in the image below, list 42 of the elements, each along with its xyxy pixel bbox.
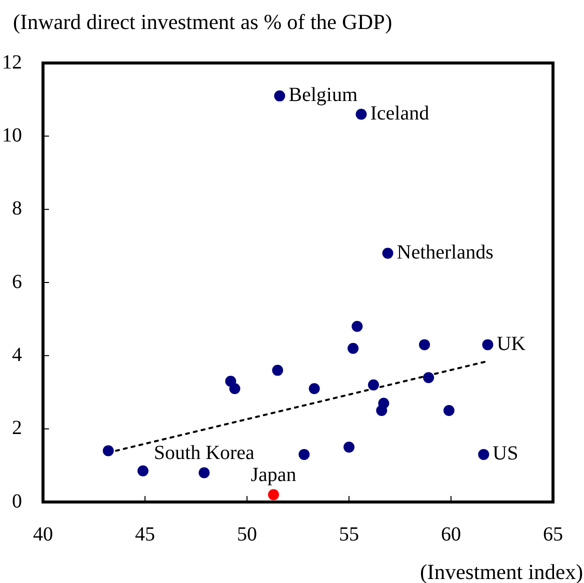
point [137,465,148,476]
point [352,320,363,332]
annotation: Belgium [288,84,358,106]
y-axis-title: (Inward direct investment as % of the GDP) [13,10,392,34]
y-tick-label: 0 [12,490,22,512]
point [272,364,284,376]
annotation: US [492,442,518,465]
point [376,405,388,416]
y-tick-label: 2 [12,417,22,440]
y-tick-label: 6 [12,270,22,293]
annotation: Japan [250,464,296,486]
x-tick-label: 65 [543,523,563,546]
point [308,383,320,394]
point [418,339,430,350]
point [298,448,310,460]
point [102,445,114,456]
point [382,248,394,259]
y-tick-label: 4 [12,344,22,366]
point [478,448,490,460]
annotation: South Korea [154,442,255,464]
x-tick-label: 40 [33,523,53,546]
x-tick-label: 60 [441,523,461,546]
y-tick-label: 8 [12,198,22,220]
y-tick-label: 10 [2,124,22,146]
annotation: UK [496,332,526,355]
x-tick-label: 50 [237,523,257,546]
point [368,379,379,390]
point [356,108,367,120]
point [274,90,286,102]
point [268,489,280,500]
point [198,467,210,478]
annotation: Iceland [370,102,430,124]
point [344,442,354,453]
point [229,383,240,394]
point [423,372,434,384]
point [482,339,494,350]
x-tick-label: 45 [135,523,155,546]
point [443,405,454,416]
y-tick-label: 12 [2,51,22,74]
x-tick-label: 55 [339,523,359,546]
point [348,342,359,354]
annotation: Netherlands [396,241,494,264]
